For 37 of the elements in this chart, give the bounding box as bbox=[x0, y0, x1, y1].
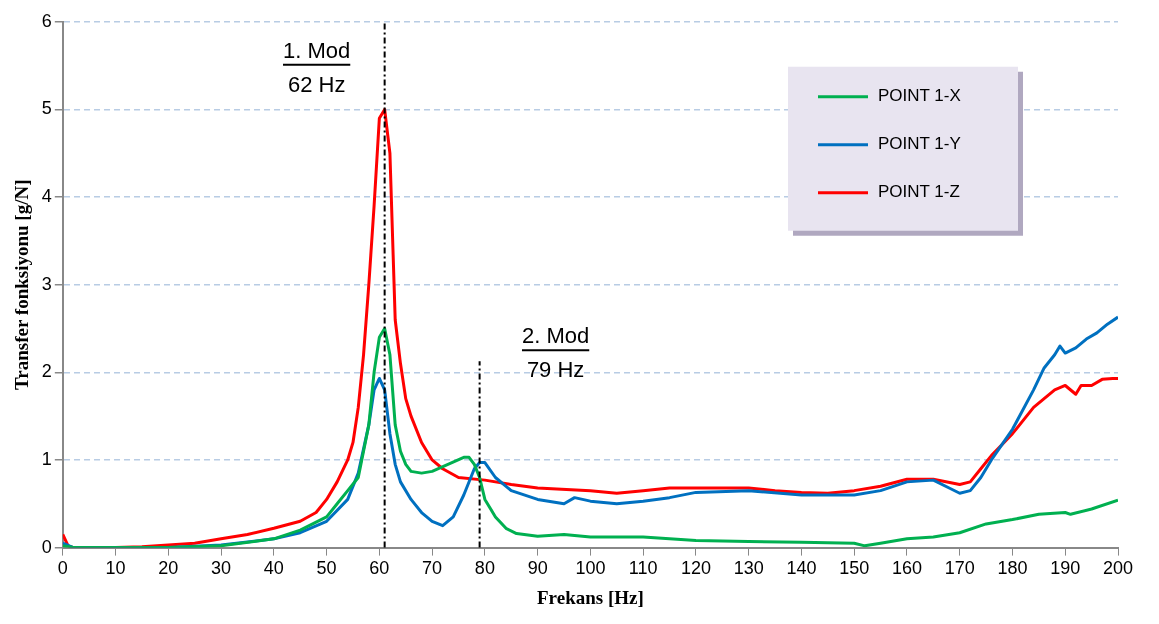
x-tick-label: 80 bbox=[474, 558, 495, 579]
y-tick-label: 3 bbox=[41, 273, 52, 294]
y-tick-label: 2 bbox=[41, 361, 52, 382]
x-tick-label: 70 bbox=[422, 558, 443, 579]
x-tick-label: 120 bbox=[680, 558, 711, 579]
y-tick-label: 1 bbox=[41, 448, 52, 469]
annotation: 62 Hz bbox=[287, 71, 346, 97]
y-tick-label: 6 bbox=[41, 10, 52, 31]
x-tick-label: 90 bbox=[527, 558, 548, 579]
x-tick-label: 30 bbox=[211, 558, 232, 579]
legend-label: POINT 1-Y bbox=[878, 134, 961, 154]
x-tick-label: 110 bbox=[628, 558, 658, 579]
y-axis-title: Transfer fonksiyonu [g/N] bbox=[11, 179, 33, 390]
annotation: 79 Hz bbox=[526, 357, 585, 383]
x-tick-label: 10 bbox=[105, 558, 126, 579]
y-tick-label: 4 bbox=[41, 186, 52, 207]
x-tick-label: 180 bbox=[997, 558, 1028, 579]
x-tick-label: 0 bbox=[57, 558, 68, 579]
x-tick-label: 160 bbox=[891, 558, 922, 579]
legend-label: POINT 1-Z bbox=[878, 182, 960, 202]
x-tick-label: 140 bbox=[786, 558, 817, 579]
x-tick-label: 60 bbox=[369, 558, 390, 579]
x-tick-label: 130 bbox=[733, 558, 764, 579]
ref-line-label: 2. Mod bbox=[521, 323, 590, 349]
ref-line-label: 1. Mod bbox=[283, 37, 351, 63]
x-tick-label: 100 bbox=[575, 558, 606, 579]
x-tick-label: 40 bbox=[263, 558, 284, 579]
x-tick-label: 200 bbox=[1102, 558, 1134, 579]
x-tick-label: 50 bbox=[316, 558, 337, 579]
x-tick-label: 190 bbox=[1050, 558, 1081, 579]
x-tick-label: 170 bbox=[944, 558, 975, 579]
x-axis-title: Frekans [Hz] bbox=[537, 586, 644, 608]
y-tick-label: 5 bbox=[41, 98, 52, 119]
legend-label: POINT 1-X bbox=[878, 86, 961, 106]
x-tick-label: 20 bbox=[158, 558, 179, 579]
y-tick-label: 0 bbox=[41, 536, 52, 557]
x-tick-label: 150 bbox=[839, 558, 870, 579]
